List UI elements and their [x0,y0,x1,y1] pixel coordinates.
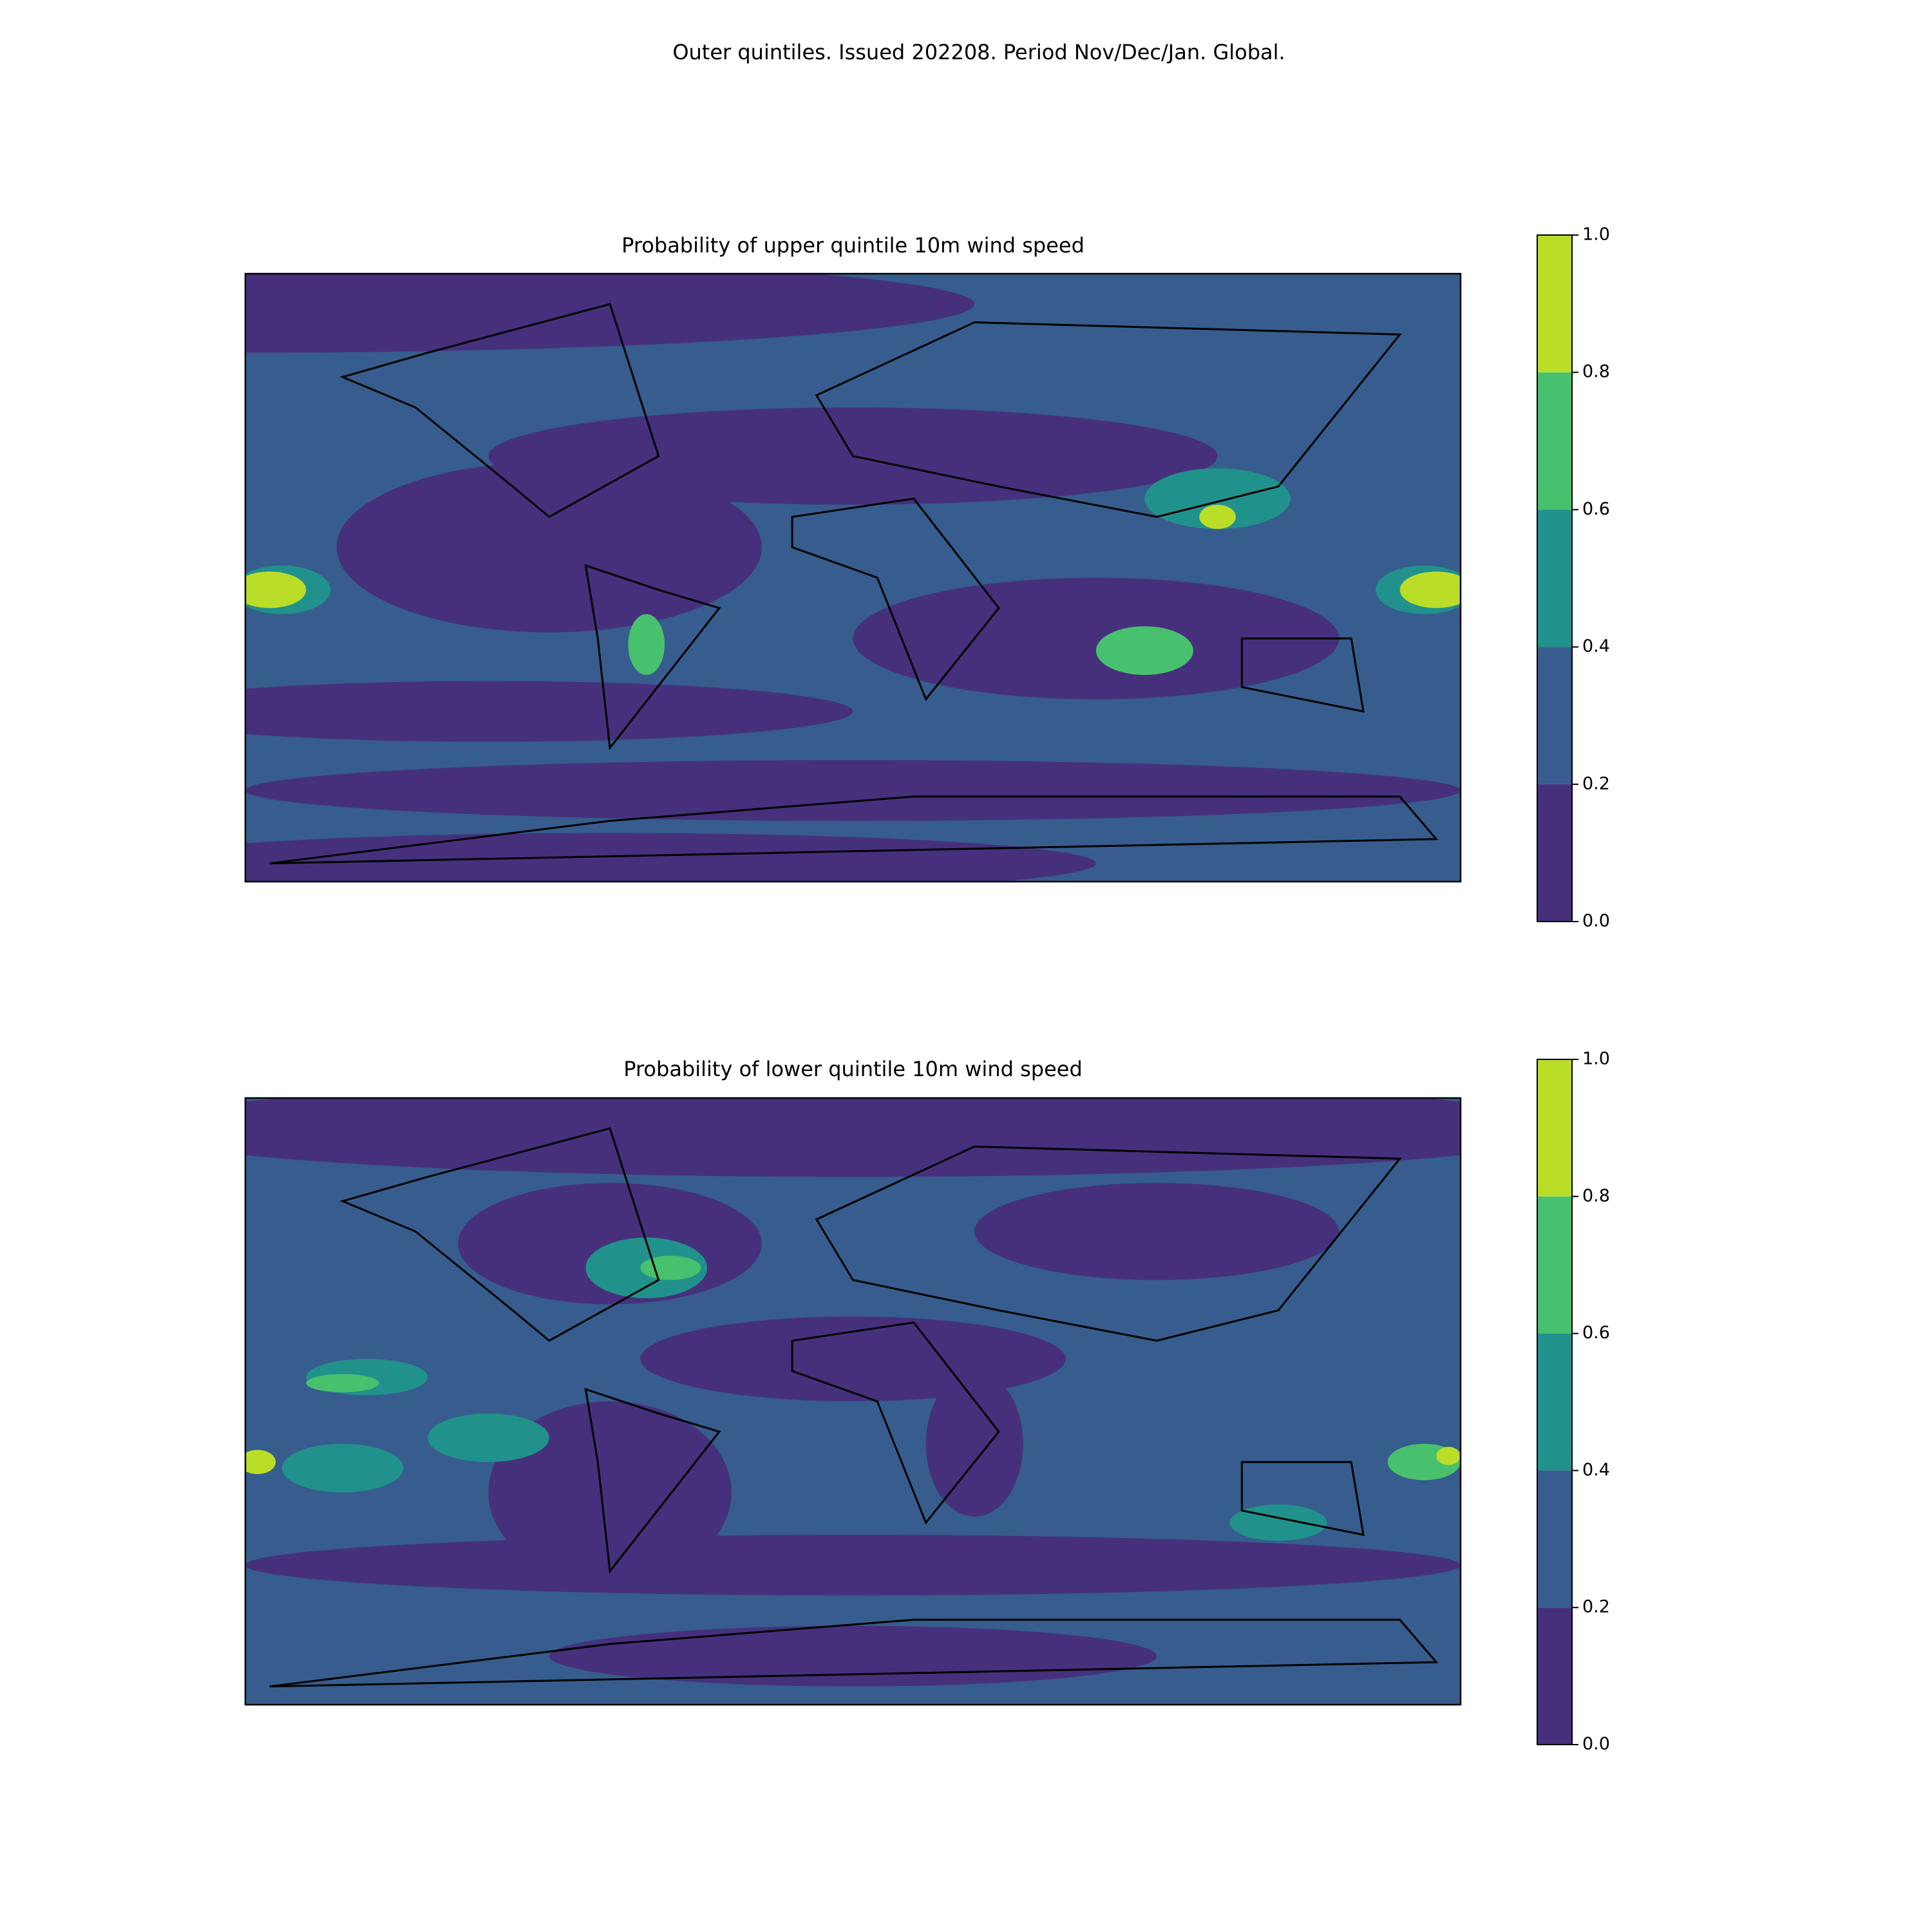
figure-title: Outer quintiles. Issued 202208. Period N… [672,40,1285,64]
colorbar-tick-label: 0.0 [1582,1734,1610,1754]
field-region [336,462,762,632]
colorbar-frame [1537,234,1573,922]
coastline [339,1127,660,1342]
map-field [245,1098,1461,1705]
colorbar-tick-label: 0.2 [1582,773,1610,793]
field-region [549,1625,1157,1687]
coastline [791,1321,1000,1525]
field-region [1229,1504,1327,1541]
colorbar-tick-label: 0.2 [1582,1597,1610,1617]
colorbar-tick-label: 0.8 [1582,1186,1610,1206]
field-region [281,1443,404,1493]
coastline [269,1618,1439,1688]
colorbar-segment [1537,784,1572,922]
colorbar-segment [1537,1333,1572,1471]
colorbar-tick-label: 1.0 [1582,1049,1610,1069]
field-region [245,760,1461,821]
colorbar-tick-label: 0.4 [1582,636,1610,656]
field-region [245,571,307,609]
field-region [306,1374,379,1392]
panel-title: Probability of lower quintile 10m wind s… [623,1057,1083,1081]
field-region [628,614,665,676]
field-region [640,1255,701,1280]
colorbar-tick-label: 0.6 [1582,499,1610,519]
colorbar-tick-label: 0.6 [1582,1323,1610,1343]
field-region [974,1182,1340,1280]
field-region [245,681,853,742]
colorbar-tick-label: 0.4 [1582,1460,1610,1480]
colorbar-segment [1537,1607,1572,1745]
map-frame [244,272,1462,883]
colorbar-segment [1537,1059,1572,1197]
map-frame [244,1097,1462,1706]
field-region [245,1098,1461,1177]
panel-title: Probability of upper quintile 10m wind s… [621,233,1084,258]
colorbar-segment [1537,1470,1572,1608]
coastline [1240,637,1365,713]
field-region [1199,504,1236,529]
colorbar-segment [1537,1196,1572,1334]
field-region [1436,1446,1461,1465]
field-region [245,274,974,353]
coastline [815,1145,1402,1342]
colorbar-frame [1537,1059,1573,1745]
colorbar-segment [1537,647,1572,784]
colorbar-segment [1537,372,1572,510]
coastline [815,321,1402,518]
field-region [245,1450,276,1475]
field-region [245,1535,1461,1596]
field-region [245,833,1096,882]
coastline [339,303,660,518]
field-region [1095,626,1193,676]
coastline [584,1387,721,1574]
field-region [853,578,1340,699]
coastline [791,497,1000,701]
field-region [1144,468,1291,529]
colorbar-tick-label: 1.0 [1582,225,1610,245]
coastline [1240,1461,1365,1537]
field-region [925,1370,1023,1517]
coastline [269,795,1439,865]
colorbar-segment [1537,509,1572,647]
map-field [245,274,1461,882]
colorbar-segment [1537,235,1572,373]
coastline [584,564,721,751]
field-region [1399,571,1461,609]
colorbar-tick-label: 0.0 [1582,911,1610,931]
field-region [428,1413,549,1463]
colorbar-tick-label: 0.8 [1582,362,1610,382]
